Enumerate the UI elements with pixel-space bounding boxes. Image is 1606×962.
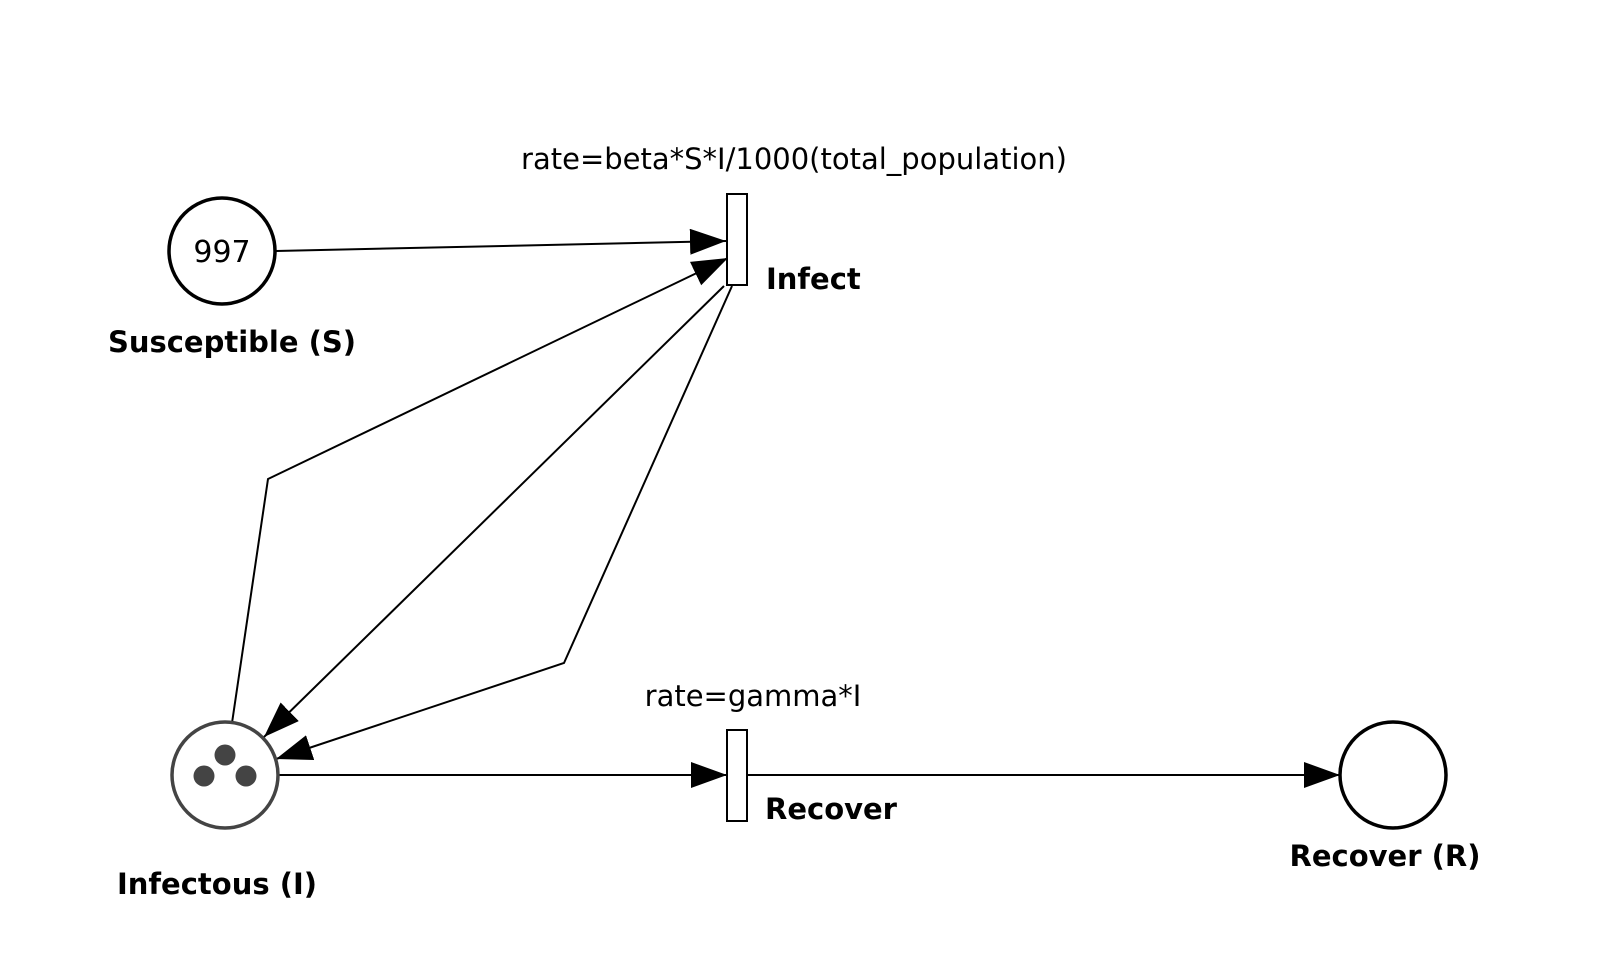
- place-infectious[interactable]: Infectous (I): [117, 720, 317, 901]
- transition-recover[interactable]: rate=gamma*I Recover: [645, 679, 898, 826]
- recover-label: Recover: [765, 792, 898, 826]
- susceptible-token-count: 997: [193, 235, 250, 270]
- place-susceptible-circle[interactable]: [167, 196, 277, 306]
- recover-rate-label: rate=gamma*I: [645, 679, 862, 713]
- transition-infect-bar[interactable]: [726, 193, 748, 286]
- token: [214, 744, 236, 766]
- infectious-label: Infectous (I): [117, 867, 317, 901]
- arc-infectious-to-infect: [231, 257, 729, 724]
- arc-infect-to-infectious-bent: [275, 285, 733, 760]
- infect-label: Infect: [766, 262, 861, 296]
- susceptible-label: Susceptible (S): [108, 325, 356, 359]
- token: [193, 765, 215, 787]
- recovered-label: Recover (R): [1290, 839, 1481, 873]
- place-recovered-circle[interactable]: [1338, 720, 1448, 830]
- transition-recover-bar[interactable]: [726, 729, 748, 822]
- place-infectious-circle[interactable]: [170, 720, 280, 830]
- arc-infect-to-infectious-direct: [263, 285, 725, 738]
- transition-infect[interactable]: rate=beta*S*I/1000(total_population) Inf…: [521, 142, 1067, 296]
- place-recovered[interactable]: Recover (R): [1290, 720, 1481, 873]
- arc-susceptible-to-infect: [275, 228, 727, 255]
- token: [235, 765, 257, 787]
- place-susceptible[interactable]: 997 Susceptible (S): [108, 196, 356, 359]
- infect-rate-label: rate=beta*S*I/1000(total_population): [521, 142, 1067, 176]
- arcs: [231, 228, 1340, 788]
